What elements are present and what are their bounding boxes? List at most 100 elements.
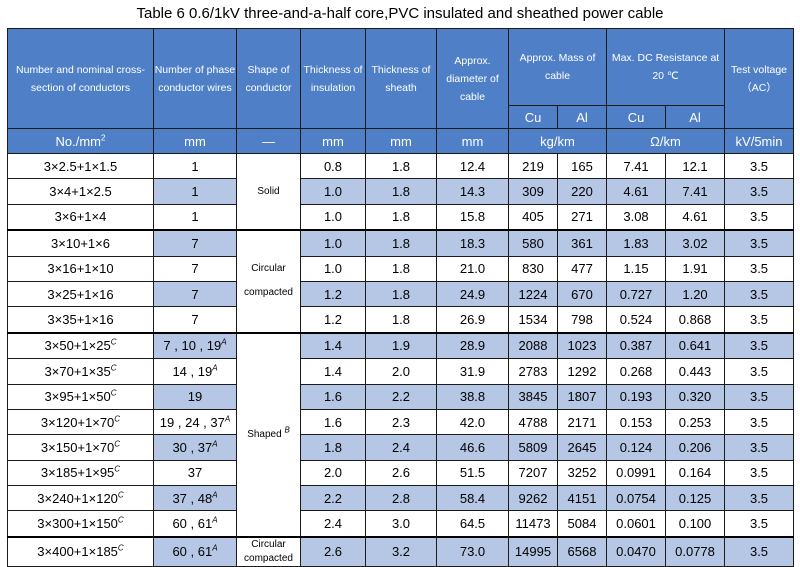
cell-mass-al: 361 [556, 229, 608, 257]
cell-insulation: 1.0 [300, 203, 366, 231]
cell-res-cu: 0.124 [606, 434, 667, 461]
cell-wires-text: 1 [191, 184, 199, 200]
cell-res-al: 12.1 [665, 152, 726, 180]
table-row: 3×70+1×35C 14 , 19A 1.4 2.0 31.9 2783 1292 0.26… [7, 358, 795, 385]
unit-mass: kg/km [507, 128, 608, 154]
shape-circular-compacted: Circular compacted [236, 229, 301, 334]
cell-diameter: 28.9 [436, 331, 509, 360]
cell-wires-text: 60 , 61 [172, 544, 213, 560]
cell-diameter: 21.0 [436, 255, 509, 282]
table-caption: Table 6 0.6/1kV three-and-a-half core,PV… [136, 5, 664, 22]
cell-voltage: 3.5 [724, 535, 795, 567]
shape-circular-compacted-last: Circular compacted [236, 535, 301, 567]
cell-size-note: C [110, 338, 117, 348]
cell-mass-al: 5084 [556, 510, 608, 538]
cell-size: 3×95+1×50C [7, 383, 154, 410]
shape-circular-line1: Circular [251, 263, 286, 275]
cell-res-cu: 0.524 [606, 306, 667, 334]
table-row: 3×35+1×16 7 1.2 1.8 26.9 1534 798 0.524 0.868 3.5 [7, 306, 795, 334]
cell-res-cu: 0.0601 [606, 510, 667, 538]
cell-res-cu: 0.153 [606, 408, 667, 436]
cell-insulation: 1.6 [300, 408, 366, 436]
cell-diameter: 64.5 [436, 510, 509, 538]
cell-insulation: 1.0 [300, 255, 366, 282]
cell-wires-text: 37 [187, 465, 203, 481]
header-cross-section: Number and nominal cross-section of cond… [7, 28, 154, 129]
cell-size-text: 3×4+1×2.5 [49, 184, 112, 200]
cell-diameter: 73.0 [436, 535, 509, 567]
cell-size-note: C [114, 465, 121, 475]
cell-wires: 60 , 61A [153, 535, 237, 567]
cell-insulation: 1.6 [300, 383, 366, 410]
cell-insulation: 1.4 [300, 331, 366, 360]
cell-res-al: 4.61 [665, 203, 726, 231]
cell-sheath: 3.2 [365, 535, 437, 567]
cell-wires-note: A [212, 363, 218, 373]
cell-wires: 14 , 19A [153, 358, 237, 385]
table-row: 3×25+1×16 7 1.2 1.8 24.9 1224 670 0.727 1.20 3.5 [7, 280, 795, 308]
cell-voltage: 3.5 [724, 383, 795, 410]
cell-wires: 1 [153, 203, 237, 231]
cell-insulation: 1.8 [300, 434, 366, 461]
cell-insulation: 0.8 [300, 152, 366, 180]
cell-mass-cu: 7207 [508, 459, 558, 487]
cell-mass-cu: 1534 [508, 306, 558, 334]
shape-shaped-label: Shaped [247, 428, 285, 440]
table-row: 3×4+1×2.5 1 1.0 1.8 14.3 309 220 4.61 7.41 3.5 [7, 178, 795, 205]
cell-mass-al: 3252 [556, 459, 608, 487]
cell-res-al: 0.641 [665, 331, 726, 360]
cell-voltage: 3.5 [724, 408, 795, 436]
cell-sheath: 2.6 [365, 459, 437, 487]
cell-size-text: 3×120+1×70 [40, 414, 115, 430]
cell-diameter: 31.9 [436, 358, 509, 385]
cell-mass-cu: 580 [508, 229, 558, 257]
cell-voltage: 3.5 [724, 280, 795, 308]
spacer [238, 276, 300, 286]
cell-wires-text: 60 , 61 [172, 516, 213, 532]
cell-wires: 30 , 37A [153, 434, 237, 461]
unit-insulation: mm [300, 128, 366, 154]
cell-wires: 1 [153, 178, 237, 205]
cell-res-cu: 4.61 [606, 178, 667, 205]
cell-diameter: 26.9 [436, 306, 509, 334]
cell-wires: 37 , 48A [153, 485, 237, 512]
cell-wires: 1 [153, 152, 237, 180]
cell-mass-cu: 309 [508, 178, 558, 205]
table-row: 3×240+1×120C 37 , 48A 2.2 2.8 58.4 9262 4151 0.… [7, 485, 795, 512]
cell-wires-text: 1 [191, 158, 199, 174]
cell-diameter: 46.6 [436, 434, 509, 461]
unit-wires: mm [153, 128, 237, 154]
cell-res-al: 0.164 [665, 459, 726, 487]
cell-size: 3×2.5+1×1.5 [7, 152, 154, 180]
unit-resistance: Ω/km [606, 128, 726, 154]
header-mass-al: Al [556, 105, 608, 129]
cell-size-text: 3×6+1×4 [54, 209, 107, 225]
shape-solid: Solid [236, 153, 301, 231]
cell-wires-note: A [212, 515, 218, 525]
cell-mass-al: 2171 [556, 408, 608, 436]
cell-res-cu: 0.387 [606, 331, 667, 360]
cell-wires-note: A [212, 544, 218, 554]
cell-insulation: 2.6 [300, 535, 366, 567]
header-test-voltage: Test voltage （AC） [724, 28, 795, 129]
cell-wires: 7 [153, 255, 237, 282]
cell-res-cu: 1.15 [606, 255, 667, 282]
cell-res-al: 7.41 [665, 178, 726, 205]
cell-size: 3×10+1×6 [7, 229, 154, 257]
cell-size-text: 3×16+1×10 [47, 261, 114, 277]
cable-table-wrapper: Number and nominal cross-section of cond… [7, 28, 795, 567]
cell-size-note: C [114, 439, 121, 449]
cell-sheath: 1.8 [365, 280, 437, 308]
table-body: 3×2.5+1×1.5 1 Solid 0.8 1.8 12.4 219 165 7.41 12.… [7, 152, 795, 567]
cell-sheath: 3.0 [365, 510, 437, 538]
cell-size: 3×150+1×70C [7, 434, 154, 461]
cell-res-cu: 0.0754 [606, 485, 667, 512]
shape-shaped: Shaped B [236, 331, 301, 538]
cell-insulation: 1.0 [300, 229, 366, 257]
cell-size-text: 3×50+1×25 [44, 338, 111, 354]
cell-size: 3×25+1×16 [7, 280, 154, 308]
cell-res-al: 0.253 [665, 408, 726, 436]
cell-size-text: 3×400+1×185 [37, 544, 118, 560]
cell-size-text: 3×150+1×70 [40, 439, 115, 455]
cell-voltage: 3.5 [724, 178, 795, 205]
